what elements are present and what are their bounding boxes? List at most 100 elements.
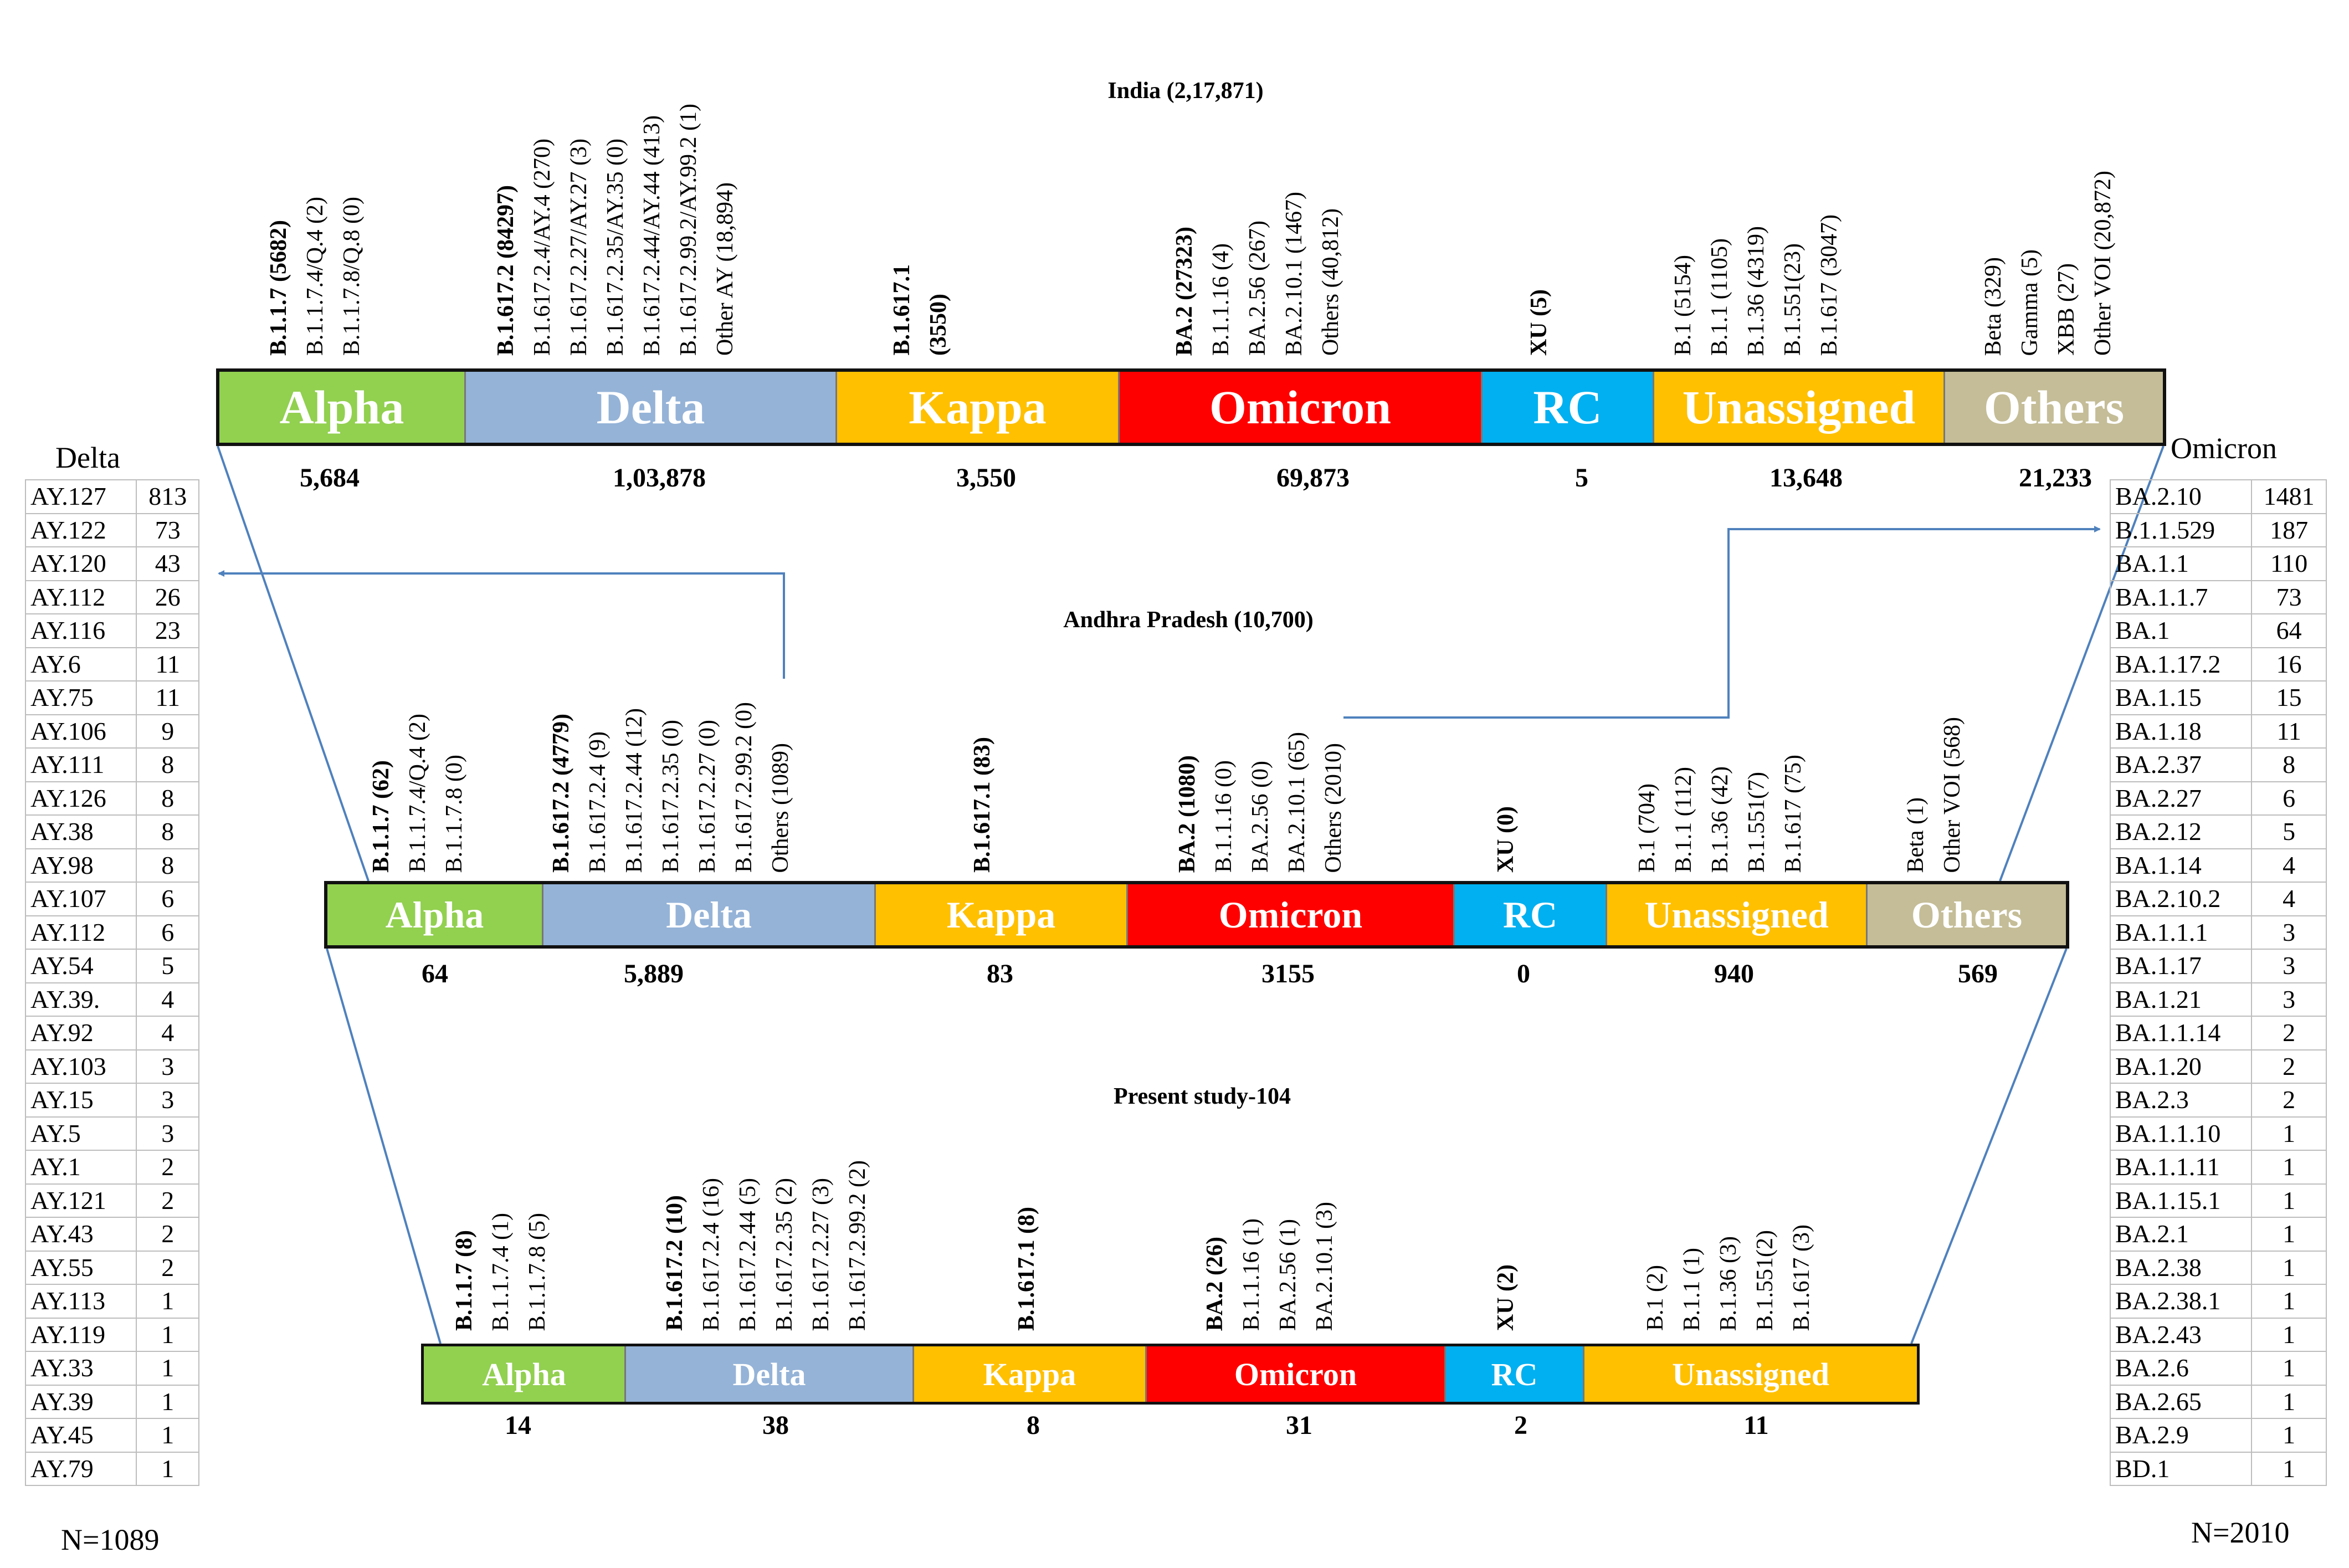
sub-lineage-label: XU (5)	[1526, 289, 1552, 356]
sub-lineage-label: B.1.1.7.4/Q.4 (2)	[302, 197, 328, 356]
table-row: BA.2.10 1481	[2109, 479, 2327, 514]
lineage-name: BA.1.1.14	[2109, 1016, 2253, 1051]
sub-lineage-label: B.1.617.2.4 (16)	[699, 1177, 724, 1331]
sub-lineage-label: B.1 (704)	[1634, 783, 1660, 873]
segment-label: Alpha	[279, 381, 404, 434]
sub-lineage-label: BA.2.56 (267)	[1245, 221, 1270, 356]
lineage-name: BA.2.3	[2109, 1083, 2253, 1118]
sub-lineage-label: B.1.617.2.27 (0)	[695, 719, 720, 873]
segment-label: Delta	[732, 1356, 806, 1392]
lineage-name: AY.106	[24, 714, 137, 749]
lineage-name: BD.1	[2109, 1451, 2253, 1486]
lineage-count: 1	[2251, 1451, 2327, 1486]
table-row: AY.113 1	[24, 1284, 199, 1319]
india-segment-unassigned: Unassigned	[1654, 372, 1945, 443]
study-segment-unassigned: Unassigned	[1584, 1346, 1917, 1402]
table-row: BA.1.15 15	[2109, 680, 2327, 715]
table-row: AY.120 43	[24, 546, 199, 581]
sub-lineage-label: B.1.617.1 (83)	[970, 737, 995, 873]
sub-lineage-label: B.1.617.2.35/AY.35 (0)	[603, 138, 628, 356]
omicron-table-footer: N=2010	[2191, 1516, 2290, 1549]
table-row: BA.1.1.11 1	[2109, 1150, 2327, 1185]
ap-segment-kappa: Kappa	[876, 884, 1128, 945]
sub-lineage-label: B.1.36 (4319)	[1743, 226, 1769, 356]
study-count-alpha: 14	[505, 1411, 531, 1440]
connector-ap-right	[1910, 948, 2068, 1344]
sub-lineage-label: BA.2 (26)	[1202, 1236, 1228, 1331]
sub-lineage-label: B.1.617.2.44/AY.44 (413)	[639, 115, 665, 356]
lineage-name: AY.92	[24, 1016, 137, 1051]
sub-lineage-label: B.1.617.2.44 (5)	[735, 1177, 761, 1331]
sub-lineage-label: B.1.617 (3)	[1789, 1224, 1814, 1331]
lineage-count: 110	[2251, 546, 2327, 581]
delta-others-arrow	[218, 570, 785, 679]
lineage-name: AY.45	[24, 1418, 137, 1453]
lineage-count: 11	[136, 647, 199, 681]
india-count-delta: 1,03,878	[613, 463, 706, 493]
lineage-name: AY.39	[24, 1384, 137, 1419]
lineage-name: AY.122	[24, 513, 137, 547]
table-row: AY.116 23	[24, 613, 199, 648]
table-row: AY.39. 4	[24, 982, 199, 1017]
lineage-name: AY.107	[24, 882, 137, 916]
lineage-name: BA.1.17.2	[2109, 647, 2253, 681]
sub-lineage-label: B.1.617.2.27 (3)	[808, 1177, 834, 1331]
sub-lineage-label: XBB (27)	[2054, 263, 2079, 356]
omicron-lineage-table: BA.2.10 1481 B.1.1.529 187 BA.1.1 110 BA.1.1.7…	[2109, 479, 2327, 1486]
sub-lineage-label: B.1.1.7.8 (5)	[525, 1212, 550, 1331]
sub-lineage-label: Other VOI (20,872)	[2090, 171, 2116, 356]
lineage-name: BA.2.38.1	[2109, 1284, 2253, 1319]
sub-lineage-label: Others (2010)	[1321, 742, 1346, 873]
table-row: BA.2.38 1	[2109, 1250, 2327, 1285]
table-row: BA.1.20 2	[2109, 1049, 2327, 1084]
ap-title: Andhra Pradesh (10,700)	[1063, 607, 1314, 633]
table-row: BA.1.18 11	[2109, 714, 2327, 749]
sub-lineage-label: B.1.617.2.4 (9)	[585, 731, 611, 873]
table-row: BA.1.1.14 2	[2109, 1016, 2327, 1051]
sub-lineage-label: Other AY (18,894)	[712, 182, 738, 356]
table-row: BA.1.17.2 16	[2109, 647, 2327, 681]
lineage-count: 9	[136, 714, 199, 749]
sub-lineage-label: (3550)	[926, 294, 951, 356]
table-row: BA.2.65 1	[2109, 1384, 2327, 1419]
lineage-count: 3	[2251, 982, 2327, 1017]
lineage-name: AY.1	[24, 1150, 137, 1185]
table-row: BA.2.1 1	[2109, 1217, 2327, 1252]
sub-lineage-label: B.1.1 (1)	[1679, 1247, 1705, 1331]
ap-count-rc: 0	[1517, 959, 1530, 988]
ap-bar: Alpha Delta Kappa Omicron RC Unassigned …	[324, 881, 2069, 949]
lineage-count: 8	[2251, 747, 2327, 782]
sub-lineage-label: Beta (1)	[1903, 797, 1929, 873]
sub-lineage-label: B.1.36 (3)	[1716, 1236, 1741, 1331]
table-row: BA.2.38.1 1	[2109, 1284, 2327, 1319]
sub-lineage-label: B.1 (2)	[1643, 1265, 1668, 1331]
sub-lineage-label: B.1.617.2.44 (12)	[622, 708, 647, 873]
lineage-name: BA.1.21	[2109, 982, 2253, 1017]
lineage-count: 1	[136, 1351, 199, 1386]
ap-labels-alpha: B.1.1.7 (62) B.1.1.7.4/Q.4 (2) B.1.1.7.8 (…	[363, 714, 473, 873]
study-labels-delta: B.1.617.2 (10) B.1.617.2.4 (16) B.1.617.2.…	[657, 1160, 876, 1331]
study-segment-delta: Delta	[626, 1346, 914, 1402]
lineage-name: AY.112	[24, 580, 137, 614]
lineage-name: BA.1.17	[2109, 949, 2253, 983]
lineage-name: BA.2.10	[2109, 479, 2253, 514]
lineage-count: 6	[136, 882, 199, 916]
lineage-count: 26	[136, 580, 199, 614]
study-labels-unassigned: B.1 (2) B.1.1 (1) B.1.36 (3) B.1.551(2) B.1.…	[1637, 1224, 1820, 1331]
india-segment-omicron: Omicron	[1120, 372, 1483, 443]
lineage-name: AY.54	[24, 949, 137, 983]
lineage-name: BA.2.9	[2109, 1418, 2253, 1453]
sub-lineage-label: Gamma (5)	[2017, 249, 2043, 356]
lineage-name: AY.127	[24, 479, 137, 514]
lineage-count: 23	[136, 613, 199, 648]
lineage-count: 73	[2251, 580, 2327, 614]
table-row: BA.1.15.1 1	[2109, 1183, 2327, 1218]
lineage-count: 6	[136, 915, 199, 950]
lineage-count: 1	[2251, 1384, 2327, 1419]
table-row: BA.1.17 3	[2109, 949, 2327, 983]
sub-lineage-label: Others (1089)	[768, 742, 793, 873]
study-bar: Alpha Delta Kappa Omicron RC Unassigned	[421, 1344, 1920, 1405]
lineage-name: BA.1.15.1	[2109, 1183, 2253, 1218]
sub-lineage-label: B.1.551(2)	[1752, 1230, 1778, 1331]
lineage-name: AY.119	[24, 1317, 137, 1352]
